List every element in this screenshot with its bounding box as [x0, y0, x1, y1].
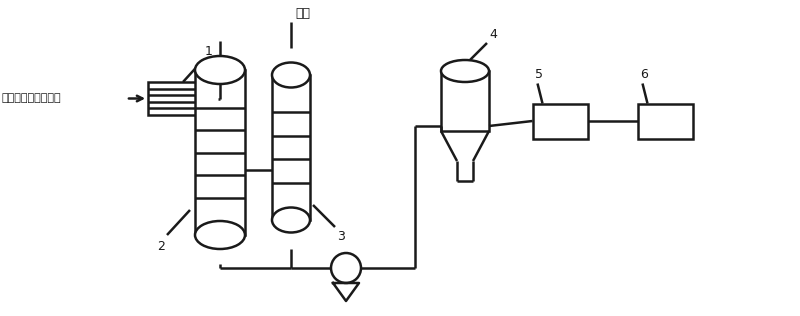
Text: 4: 4: [489, 28, 497, 41]
Text: 2: 2: [157, 240, 165, 253]
Ellipse shape: [195, 56, 245, 84]
Text: 尾气: 尾气: [295, 7, 310, 20]
Bar: [272, 75, 310, 220]
Bar: [638, 104, 693, 138]
Bar: [533, 104, 587, 138]
Bar: [441, 71, 489, 131]
Bar: [195, 70, 245, 235]
Bar: [148, 82, 218, 115]
Text: 1: 1: [205, 45, 213, 58]
Text: 5: 5: [535, 69, 543, 82]
Text: 6: 6: [641, 69, 648, 82]
Text: 流化床出口混合气体: 流化床出口混合气体: [2, 94, 62, 104]
Ellipse shape: [195, 221, 245, 249]
Text: 3: 3: [337, 230, 345, 243]
Ellipse shape: [441, 60, 489, 82]
Circle shape: [331, 253, 361, 283]
Ellipse shape: [272, 208, 310, 233]
Ellipse shape: [272, 63, 310, 88]
